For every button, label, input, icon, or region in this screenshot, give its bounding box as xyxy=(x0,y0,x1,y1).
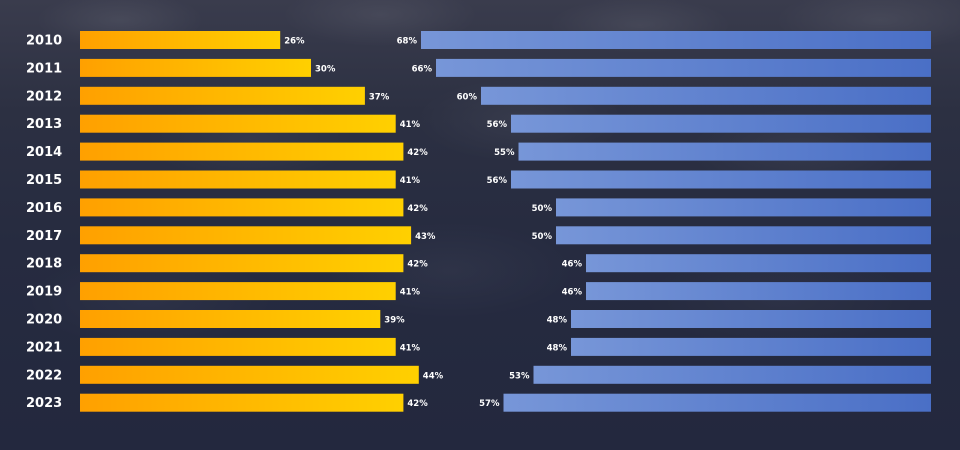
left-bar xyxy=(80,365,419,384)
year-label: 2020 xyxy=(26,313,62,328)
right-bar xyxy=(571,310,931,328)
left-bar xyxy=(80,198,404,217)
right-bar xyxy=(481,86,931,105)
left-bar-value-label: 41% xyxy=(400,176,421,186)
right-bar xyxy=(571,337,931,356)
right-bar xyxy=(421,31,931,49)
right-bar-value-label: 57% xyxy=(479,399,500,409)
right-bar xyxy=(436,58,931,77)
right-bar-value-label: 48% xyxy=(547,343,568,353)
right-bar-value-label: 50% xyxy=(532,204,553,214)
left-bar xyxy=(80,226,412,245)
left-bar-value-label: 37% xyxy=(369,92,390,102)
year-label: 2016 xyxy=(26,201,62,216)
right-bar xyxy=(556,226,931,245)
year-label: 2015 xyxy=(26,173,62,188)
year-label: 2014 xyxy=(26,145,62,160)
year-label: 2013 xyxy=(26,117,62,132)
left-bar xyxy=(80,254,404,273)
left-bar-value-label: 43% xyxy=(415,232,436,242)
year-label: 2021 xyxy=(26,340,62,355)
left-bar xyxy=(80,170,396,189)
left-bar-value-label: 39% xyxy=(384,316,405,326)
right-bar xyxy=(556,198,931,217)
left-bar xyxy=(80,58,311,77)
left-bar xyxy=(80,114,396,133)
right-bar xyxy=(586,254,931,273)
left-bar-value-label: 42% xyxy=(407,204,428,214)
right-bar xyxy=(533,365,931,384)
left-bar xyxy=(80,31,281,49)
year-label: 2017 xyxy=(26,229,62,244)
left-bar-value-label: 41% xyxy=(400,288,421,298)
right-bar xyxy=(586,282,931,301)
year-label: 2011 xyxy=(26,61,62,76)
right-bar xyxy=(511,170,931,189)
year-label: 2012 xyxy=(26,89,62,104)
right-bar-value-label: 56% xyxy=(487,120,508,130)
left-bar xyxy=(80,282,396,301)
year-label: 2019 xyxy=(26,285,62,300)
right-bar-value-label: 55% xyxy=(494,148,515,158)
right-bar xyxy=(503,393,931,412)
right-bar xyxy=(518,142,931,161)
year-label: 2023 xyxy=(26,396,62,411)
left-bar xyxy=(80,86,365,105)
left-bar-value-label: 30% xyxy=(315,64,336,74)
left-bar-value-label: 42% xyxy=(407,148,428,158)
left-bar-value-label: 41% xyxy=(400,343,421,353)
bar-rows: 2010 26% 68% 2011 30% 66% 2012 37% 60% 2013 41% 56%… xyxy=(26,31,931,412)
right-bar xyxy=(511,114,931,133)
right-bar-value-label: 66% xyxy=(412,64,433,74)
left-bar xyxy=(80,337,396,356)
year-label: 2010 xyxy=(26,34,62,49)
left-bar-value-label: 42% xyxy=(407,260,428,270)
right-bar-value-label: 68% xyxy=(397,37,418,47)
right-bar-value-label: 56% xyxy=(487,176,508,186)
left-bar-value-label: 44% xyxy=(423,371,444,381)
left-bar-value-label: 26% xyxy=(284,37,305,47)
right-bar-value-label: 53% xyxy=(509,371,530,381)
right-bar-value-label: 46% xyxy=(562,288,583,298)
left-bar xyxy=(80,310,381,328)
left-bar-value-label: 41% xyxy=(400,120,421,130)
right-bar-value-label: 60% xyxy=(457,92,478,102)
year-label: 2022 xyxy=(26,368,62,383)
left-bar xyxy=(80,142,404,161)
right-bar-value-label: 46% xyxy=(562,260,583,270)
left-bar xyxy=(80,393,404,412)
right-bar-value-label: 50% xyxy=(532,232,553,242)
left-bar-value-label: 42% xyxy=(407,399,428,409)
right-bar-value-label: 48% xyxy=(547,316,568,326)
year-label: 2018 xyxy=(26,257,62,272)
